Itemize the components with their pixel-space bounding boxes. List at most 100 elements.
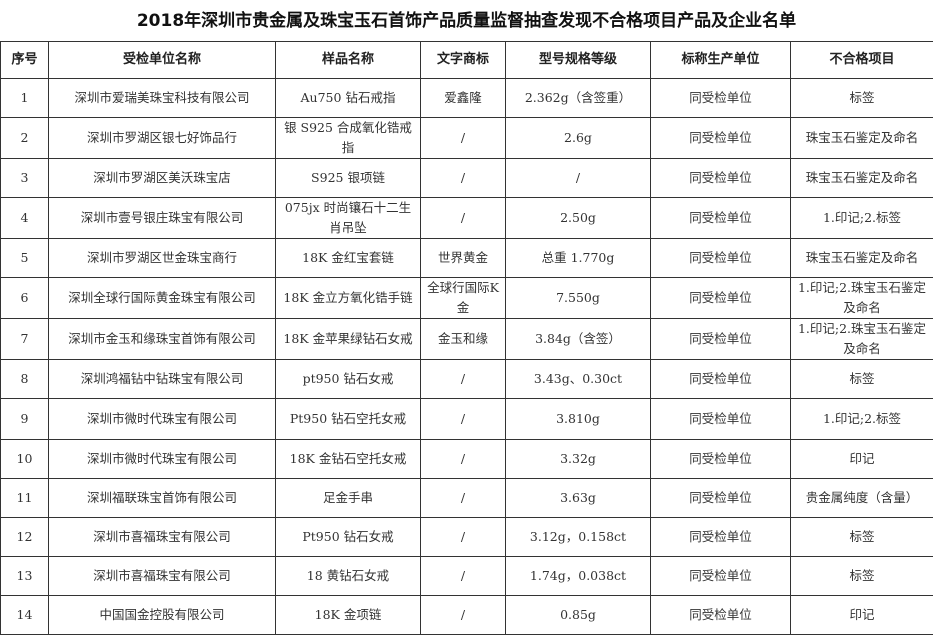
header-failed-item: 不合格项目: [790, 41, 933, 79]
cell-specification: 2.50g: [505, 197, 651, 239]
cell-inspected-unit: 深圳市微时代珠宝有限公司: [48, 398, 276, 440]
cell-manufacturer: 同受检单位: [650, 238, 791, 278]
cell-serial-number: 5: [0, 238, 49, 278]
cell-manufacturer: 同受检单位: [650, 595, 791, 635]
header-trademark: 文字商标: [420, 41, 506, 79]
cell-trademark: /: [420, 595, 506, 635]
cell-sample-name: 18K 金立方氧化锆手链: [275, 277, 421, 319]
header-inspected-unit: 受检单位名称: [48, 41, 276, 79]
cell-serial-number: 11: [0, 478, 49, 518]
table-row: 4 深圳市壹号银庄珠宝有限公司 075jx 时尚镶石十二生肖吊坠/2.50g 同受检单…: [0, 197, 933, 239]
cell-manufacturer: 同受检单位: [650, 439, 791, 479]
cell-failed-item: 印记: [790, 595, 933, 635]
cell-manufacturer: 同受检单位: [650, 277, 791, 319]
cell-inspected-unit: 深圳市罗湖区银七好饰品行: [48, 117, 276, 159]
table-row: 6 深圳全球行国际黄金珠宝有限公司 18K 金立方氧化锆手链 全球行国际K金 7.550…: [0, 277, 933, 319]
cell-serial-number: 4: [0, 197, 49, 239]
cell-specification: 3.63g: [505, 478, 651, 518]
table-row: 12 深圳市喜福珠宝有限公司 Pt950 钻石女戒/3.12g，0.158ct 同受检…: [0, 517, 933, 557]
cell-failed-item: 珠宝玉石鉴定及命名: [790, 117, 933, 159]
cell-serial-number: 3: [0, 158, 49, 198]
cell-sample-name: 075jx 时尚镶石十二生肖吊坠: [275, 197, 421, 239]
cell-inspected-unit: 深圳市爱瑞美珠宝科技有限公司: [48, 78, 276, 118]
cell-sample-name: 足金手串: [275, 478, 421, 518]
cell-inspected-unit: 深圳市罗湖区美沃珠宝店: [48, 158, 276, 198]
cell-specification: /: [505, 158, 651, 198]
cell-failed-item: 1.印记;2.标签: [790, 398, 933, 440]
cell-inspected-unit: 深圳市喜福珠宝有限公司: [48, 517, 276, 557]
cell-trademark: /: [420, 517, 506, 557]
cell-sample-name: 18K 金项链: [275, 595, 421, 635]
cell-trademark: 爱鑫隆: [420, 78, 506, 118]
table-row: 8 深圳鸿福钻中钻珠宝有限公司 pt950 钻石女戒/3.43g、0.30ct 同受检…: [0, 359, 933, 399]
cell-serial-number: 14: [0, 595, 49, 635]
cell-serial-number: 9: [0, 398, 49, 440]
cell-inspected-unit: 中国国金控股有限公司: [48, 595, 276, 635]
cell-failed-item: 印记: [790, 439, 933, 479]
cell-inspected-unit: 深圳市罗湖区世金珠宝商行: [48, 238, 276, 278]
header-serial-number: 序号: [0, 41, 49, 79]
table-row: 9 深圳市微时代珠宝有限公司 Pt950 钻石空托女戒/3.810g 同受检单位 1.印…: [0, 398, 933, 440]
cell-manufacturer: 同受检单位: [650, 359, 791, 399]
cell-serial-number: 7: [0, 318, 49, 360]
document-title: 2018年深圳市贵金属及珠宝玉石首饰产品质量监督抽查发现不合格项目产品及企业名单: [136, 11, 797, 31]
cell-serial-number: 12: [0, 517, 49, 557]
cell-inspected-unit: 深圳福联珠宝首饰有限公司: [48, 478, 276, 518]
table-row: 2 深圳市罗湖区银七好饰品行银 S925 合成氧化锆戒指/2.6g 同受检单位 珠宝玉…: [0, 117, 933, 159]
cell-failed-item: 标签: [790, 517, 933, 557]
cell-trademark: /: [420, 398, 506, 440]
table-row: 11 深圳福联珠宝首饰有限公司 足金手串/3.63g 同受检单位 贵金属纯度（含量）: [0, 478, 933, 518]
cell-trademark: /: [420, 556, 506, 596]
cell-sample-name: 18K 金钻石空托女戒: [275, 439, 421, 479]
cell-failed-item: 标签: [790, 556, 933, 596]
cell-inspected-unit: 深圳鸿福钻中钻珠宝有限公司: [48, 359, 276, 399]
cell-serial-number: 1: [0, 78, 49, 118]
cell-manufacturer: 同受检单位: [650, 517, 791, 557]
cell-trademark: /: [420, 439, 506, 479]
cell-trademark: 世界黄金: [420, 238, 506, 278]
cell-serial-number: 10: [0, 439, 49, 479]
cell-trademark: /: [420, 359, 506, 399]
cell-specification: 3.43g、0.30ct: [505, 359, 651, 399]
cell-specification: 3.32g: [505, 439, 651, 479]
cell-manufacturer: 同受检单位: [650, 158, 791, 198]
noncompliance-table: 序号 受检单位名称 样品名称 文字商标 型号规格等级 标称生产单位 不合格项目 1 深圳市爱瑞…: [0, 41, 933, 635]
cell-trademark: /: [420, 117, 506, 159]
cell-serial-number: 2: [0, 117, 49, 159]
cell-specification: 0.85g: [505, 595, 651, 635]
cell-sample-name: 18K 金红宝套链: [275, 238, 421, 278]
cell-sample-name: 18K 金苹果绿钻石女戒: [275, 318, 421, 360]
header-sample-name: 样品名称: [275, 41, 421, 79]
cell-inspected-unit: 深圳市喜福珠宝有限公司: [48, 556, 276, 596]
cell-serial-number: 8: [0, 359, 49, 399]
cell-failed-item: 珠宝玉石鉴定及命名: [790, 238, 933, 278]
cell-serial-number: 13: [0, 556, 49, 596]
cell-sample-name: 银 S925 合成氧化锆戒指: [275, 117, 421, 159]
cell-failed-item: 贵金属纯度（含量）: [790, 478, 933, 518]
table-row: 5 深圳市罗湖区世金珠宝商行 18K 金红宝套链 世界黄金 总重 1.770g 同受检单位…: [0, 238, 933, 278]
cell-trademark: 全球行国际K金: [420, 277, 506, 319]
cell-manufacturer: 同受检单位: [650, 318, 791, 360]
cell-sample-name: 18 黄钻石女戒: [275, 556, 421, 596]
cell-manufacturer: 同受检单位: [650, 197, 791, 239]
cell-manufacturer: 同受检单位: [650, 398, 791, 440]
cell-failed-item: 标签: [790, 78, 933, 118]
cell-sample-name: Au750 钻石戒指: [275, 78, 421, 118]
cell-specification: 总重 1.770g: [505, 238, 651, 278]
cell-trademark: 金玉和缘: [420, 318, 506, 360]
cell-sample-name: Pt950 钻石女戒: [275, 517, 421, 557]
header-specification: 型号规格等级: [505, 41, 651, 79]
header-manufacturer: 标称生产单位: [650, 41, 791, 79]
cell-failed-item: 1.印记;2.珠宝玉石鉴定及命名: [790, 318, 933, 360]
cell-manufacturer: 同受检单位: [650, 78, 791, 118]
cell-manufacturer: 同受检单位: [650, 117, 791, 159]
cell-failed-item: 1.印记;2.珠宝玉石鉴定及命名: [790, 277, 933, 319]
cell-inspected-unit: 深圳市微时代珠宝有限公司: [48, 439, 276, 479]
cell-inspected-unit: 深圳市金玉和缘珠宝首饰有限公司: [48, 318, 276, 360]
cell-failed-item: 标签: [790, 359, 933, 399]
cell-specification: 2.362g（含签重）: [505, 78, 651, 118]
cell-trademark: /: [420, 158, 506, 198]
cell-trademark: /: [420, 197, 506, 239]
table-row: 10 深圳市微时代珠宝有限公司 18K 金钻石空托女戒/3.32g 同受检单位 印记: [0, 439, 933, 479]
cell-specification: 3.810g: [505, 398, 651, 440]
